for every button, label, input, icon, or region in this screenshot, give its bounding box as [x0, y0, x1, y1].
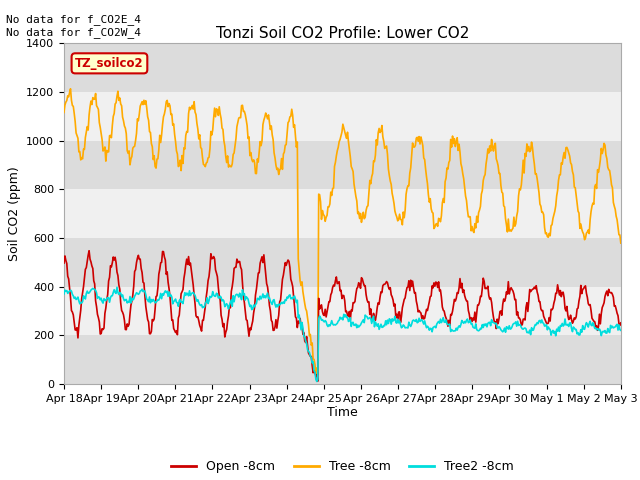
Open -8cm: [85, 248, 93, 253]
Tree2 -8cm: [60, 291, 68, 297]
Tree2 -8cm: [313, 379, 321, 384]
X-axis label: Time: Time: [327, 407, 358, 420]
Tree2 -8cm: [314, 377, 322, 383]
Tree2 -8cm: [617, 327, 625, 333]
Tree -8cm: [312, 373, 320, 379]
Open -8cm: [481, 286, 489, 291]
Bar: [64, 43, 621, 92]
Tree2 -8cm: [481, 323, 489, 328]
Tree2 -8cm: [159, 292, 167, 298]
Y-axis label: Soil CO2 (ppm): Soil CO2 (ppm): [8, 166, 20, 261]
Bar: [64, 92, 621, 141]
Tree -8cm: [60, 109, 68, 115]
Text: No data for f_CO2E_4
No data for f_CO2W_4: No data for f_CO2E_4 No data for f_CO2W_…: [6, 14, 141, 38]
Bar: [64, 189, 621, 238]
Line: Tree -8cm: Tree -8cm: [64, 89, 621, 376]
Bar: [64, 141, 621, 189]
Open -8cm: [60, 260, 68, 266]
Tree2 -8cm: [113, 284, 121, 290]
Tree -8cm: [204, 155, 212, 161]
Bar: [64, 238, 621, 287]
Tree2 -8cm: [390, 317, 398, 323]
Tree -8cm: [159, 114, 167, 120]
Bar: [64, 336, 621, 384]
Open -8cm: [434, 285, 442, 290]
Title: Tonzi Soil CO2 Profile: Lower CO2: Tonzi Soil CO2 Profile: Lower CO2: [216, 25, 469, 41]
Open -8cm: [314, 378, 322, 384]
Tree2 -8cm: [204, 300, 212, 306]
Tree2 -8cm: [434, 320, 442, 325]
Open -8cm: [390, 303, 398, 309]
Tree -8cm: [314, 372, 322, 377]
Open -8cm: [617, 320, 625, 326]
Tree -8cm: [390, 201, 398, 206]
Open -8cm: [204, 278, 212, 284]
Line: Open -8cm: Open -8cm: [64, 251, 621, 381]
Open -8cm: [313, 372, 321, 378]
Tree -8cm: [67, 86, 74, 92]
Tree -8cm: [434, 223, 442, 229]
Line: Tree2 -8cm: Tree2 -8cm: [64, 287, 621, 382]
Open -8cm: [159, 249, 167, 254]
Legend: Open -8cm, Tree -8cm, Tree2 -8cm: Open -8cm, Tree -8cm, Tree2 -8cm: [166, 455, 519, 478]
Tree -8cm: [481, 172, 489, 178]
Tree -8cm: [617, 240, 625, 246]
Bar: [64, 287, 621, 336]
Text: TZ_soilco2: TZ_soilco2: [75, 57, 144, 70]
